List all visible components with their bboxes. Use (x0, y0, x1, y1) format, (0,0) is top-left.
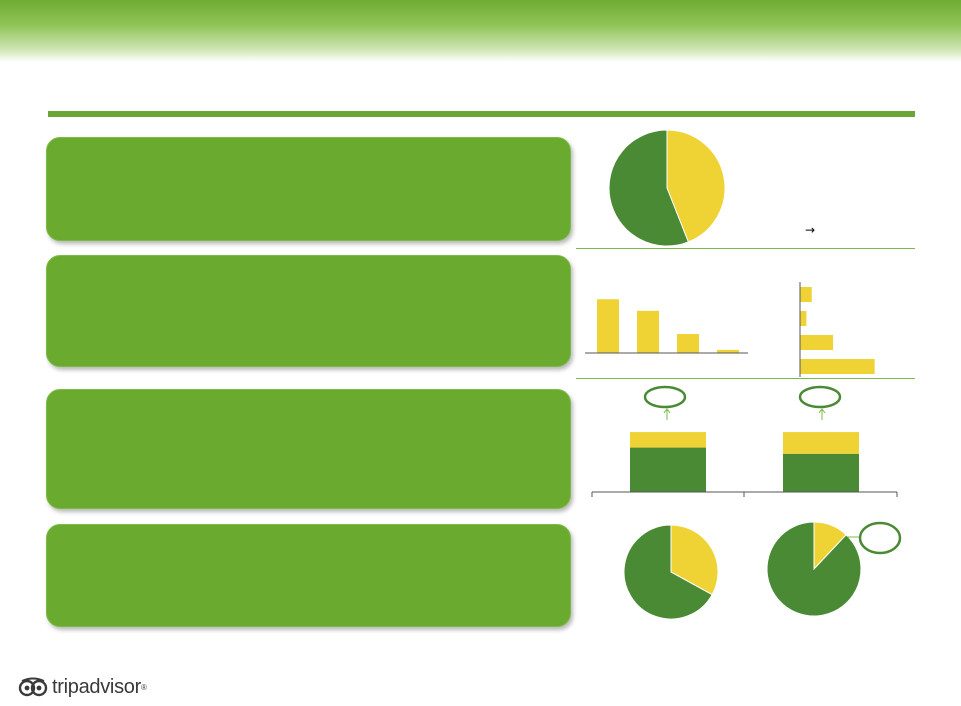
vbar-4 (717, 349, 739, 353)
highlight-ellipse-1 (643, 385, 687, 409)
vbar-3 (677, 334, 699, 353)
tripadvisor-logo: tripadvisor ® (18, 675, 147, 699)
stacked-bar-1-segment-2 (630, 432, 706, 448)
vbar-1 (597, 299, 619, 353)
pie-2-slice-2 (623, 524, 713, 620)
info-panel-3 (46, 389, 571, 509)
vbar-2 (637, 310, 659, 353)
hbar-2 (800, 311, 807, 326)
info-panel-1 (46, 137, 571, 241)
pie-chart-1 (608, 129, 726, 247)
logo-wordmark: tripadvisor (52, 675, 141, 698)
highlight-ellipse-2 (798, 385, 842, 409)
bar-chart-horizontal (799, 282, 875, 377)
info-panel-2 (46, 255, 571, 367)
bar-chart-vertical (585, 299, 748, 354)
arrow-label: → (805, 223, 816, 237)
hbar-4 (800, 359, 875, 374)
pie-3-callout-circle (858, 521, 902, 555)
pie-3-slice-2 (766, 521, 862, 617)
info-panel-4 (46, 524, 571, 627)
hbar-1 (800, 287, 812, 302)
header-rule (48, 111, 915, 117)
stacked-bar-2-segment-2 (783, 432, 859, 454)
owl-eyes-icon (18, 677, 48, 697)
pie-1-slice-2 (608, 129, 690, 247)
pie-chart-2 (623, 524, 719, 620)
registered-mark: ® (140, 682, 147, 692)
stacked-bar-charts (591, 432, 898, 497)
row-divider-1 (576, 248, 915, 249)
pie-1-slice-1 (666, 129, 726, 243)
header-band (0, 0, 961, 62)
stacked-bar-2-segment-1 (783, 453, 859, 492)
stacked-bar-1-segment-1 (630, 447, 706, 492)
hbar-3 (800, 335, 834, 350)
callout-highlights (643, 385, 842, 420)
pie-chart-3 (766, 521, 902, 617)
pie-2-slice-1 (670, 524, 719, 596)
row-divider-2 (576, 378, 915, 379)
